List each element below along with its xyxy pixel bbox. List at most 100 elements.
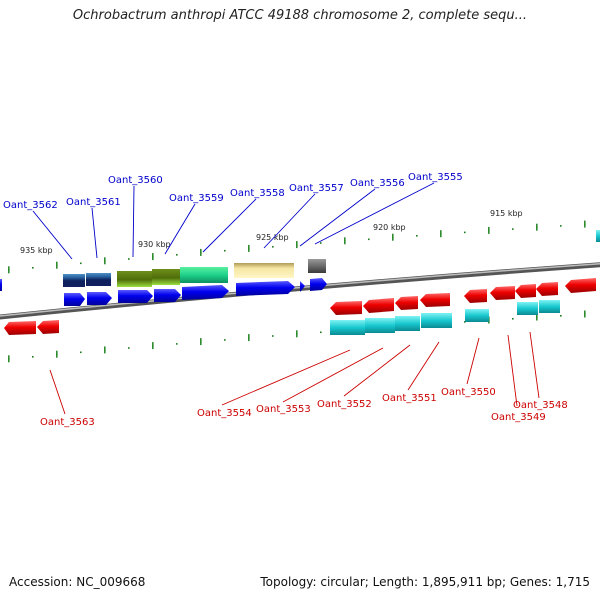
reverse-gene-arrow-3552[interactable] bbox=[395, 296, 418, 310]
forward-gene-arrow-3559[interactable] bbox=[154, 289, 181, 302]
gene-box-3562-dark bbox=[63, 281, 85, 287]
scale-dot bbox=[464, 231, 466, 234]
reverse-gene-arrow-3549b[interactable] bbox=[515, 284, 536, 298]
scale-dot bbox=[320, 242, 322, 244]
gene-label-3552[interactable]: Oant_3552 bbox=[317, 399, 372, 410]
scale-dot bbox=[176, 254, 178, 256]
scale-tick bbox=[488, 226, 490, 234]
scale-tick bbox=[152, 342, 154, 350]
scale-tick bbox=[104, 257, 106, 265]
map-title: Ochrobactrum anthropi ATCC 49188 chromos… bbox=[72, 8, 528, 23]
gene-box-3553[interactable] bbox=[365, 318, 395, 333]
scale-dot bbox=[320, 331, 322, 334]
scale-dot bbox=[128, 258, 130, 260]
reverse-gene-arrow-edge[interactable] bbox=[565, 278, 596, 293]
gene-label-3548[interactable]: Oant_3548 bbox=[513, 400, 568, 411]
scale-dot bbox=[368, 238, 370, 241]
scale-dot bbox=[560, 315, 562, 317]
scale-tick bbox=[440, 230, 442, 238]
gene-label-3557[interactable]: Oant_3557 bbox=[289, 183, 344, 194]
gene-box-3560[interactable] bbox=[117, 271, 152, 287]
scale-dot bbox=[32, 356, 34, 358]
scale-dot bbox=[464, 321, 466, 323]
reverse-gene-arrow-3550[interactable] bbox=[464, 289, 487, 303]
reverse-gene-arrow-3554[interactable] bbox=[330, 301, 362, 315]
scale-tick bbox=[200, 338, 202, 346]
scale-dot bbox=[80, 262, 82, 265]
gene-box-3561[interactable] bbox=[86, 273, 111, 280]
reverse-gene-arrow-3548[interactable] bbox=[536, 282, 558, 296]
gene-label-3554[interactable]: Oant_3554 bbox=[197, 408, 252, 419]
gene-label-3549[interactable]: Oant_3549 bbox=[491, 412, 546, 423]
gene-box-3559[interactable] bbox=[180, 267, 228, 283]
scale-label-920: 920 kbp bbox=[373, 223, 406, 232]
forward-gene-arrow-3555[interactable] bbox=[310, 278, 327, 291]
scale-label-935: 935 kbp bbox=[20, 246, 53, 255]
gene-box-3550[interactable] bbox=[465, 309, 489, 322]
scale-tick bbox=[584, 310, 586, 318]
gene-label-3556[interactable]: Oant_3556 bbox=[350, 178, 405, 189]
scale-tick bbox=[56, 261, 58, 269]
gene-box-3558[interactable] bbox=[234, 263, 294, 278]
scale-dot bbox=[224, 249, 226, 252]
scale-tick bbox=[392, 233, 394, 241]
reverse-gene-arrow-3549a[interactable] bbox=[490, 286, 515, 300]
scale-dot bbox=[512, 318, 514, 320]
scale-dot bbox=[128, 347, 130, 349]
gene-label-3563[interactable]: Oant_3563 bbox=[40, 417, 95, 428]
scale-dot bbox=[80, 351, 82, 354]
gene-box-3560b[interactable] bbox=[152, 269, 180, 285]
scale-dot bbox=[272, 246, 274, 248]
gene-box-3554[interactable] bbox=[330, 320, 365, 335]
scale-dot bbox=[176, 343, 178, 345]
scale-label-925: 925 kbp bbox=[256, 233, 289, 242]
scale-tick bbox=[200, 248, 202, 256]
scale-tick bbox=[584, 220, 586, 228]
gene-label-3560[interactable]: Oant_3560 bbox=[108, 175, 163, 186]
gene-box-3551[interactable] bbox=[421, 313, 452, 328]
reverse-gene-arrow-3553[interactable] bbox=[363, 298, 394, 313]
scale-tick bbox=[248, 334, 250, 342]
scale-tick bbox=[536, 223, 538, 231]
gene-box-3549[interactable] bbox=[517, 302, 538, 315]
gene-box-3552[interactable] bbox=[395, 316, 420, 331]
scale-tick bbox=[296, 241, 298, 249]
gene-label-3550[interactable]: Oant_3550 bbox=[441, 387, 496, 398]
scale-tick bbox=[296, 330, 298, 338]
gene-label-3555[interactable]: Oant_3555 bbox=[408, 172, 463, 183]
left-edge-gene bbox=[0, 279, 2, 291]
forward-gene-arrow-3556[interactable] bbox=[300, 281, 305, 292]
scale-tick bbox=[104, 346, 106, 354]
forward-gene-arrow-3562[interactable] bbox=[64, 293, 85, 306]
scale-dot bbox=[512, 228, 514, 230]
gene-label-3562[interactable]: Oant_3562 bbox=[3, 200, 58, 211]
forward-gene-arrow-3557[interactable] bbox=[236, 281, 295, 296]
topology-summary: Topology: circular; Length: 1,895,911 bp… bbox=[260, 575, 590, 589]
scale-dot bbox=[272, 335, 274, 337]
scale-tick bbox=[8, 266, 10, 274]
gene-label-3551[interactable]: Oant_3551 bbox=[382, 393, 437, 404]
forward-gene-arrow-3561[interactable] bbox=[87, 292, 112, 305]
gene-box-3562[interactable] bbox=[63, 274, 85, 281]
forward-gene-arrow-3558[interactable] bbox=[182, 285, 229, 300]
gene-box-3548[interactable] bbox=[539, 300, 560, 313]
gene-label-3558[interactable]: Oant_3558 bbox=[230, 188, 285, 199]
reverse-gene-arrow-3563b[interactable] bbox=[37, 320, 59, 334]
scale-tick bbox=[8, 355, 10, 363]
right-edge-gene bbox=[596, 230, 600, 242]
forward-gene-arrow-3560[interactable] bbox=[118, 290, 153, 303]
gene-label-3553[interactable]: Oant_3553 bbox=[256, 404, 311, 415]
reverse-gene-arrow-3551[interactable] bbox=[420, 293, 450, 307]
scale-tick bbox=[56, 350, 58, 358]
gene-box-3557[interactable] bbox=[308, 259, 326, 273]
reverse-gene-arrow-3563a[interactable] bbox=[4, 321, 36, 335]
scale-tick bbox=[248, 244, 250, 252]
scale-dot bbox=[32, 267, 34, 269]
scale-tick bbox=[344, 237, 346, 245]
gene-label-3561[interactable]: Oant_3561 bbox=[66, 197, 121, 208]
scale-tick bbox=[152, 253, 154, 261]
scale-tick bbox=[536, 313, 538, 321]
accession-text: Accession: NC_009668 bbox=[9, 575, 146, 589]
gene-label-3559[interactable]: Oant_3559 bbox=[169, 193, 224, 204]
